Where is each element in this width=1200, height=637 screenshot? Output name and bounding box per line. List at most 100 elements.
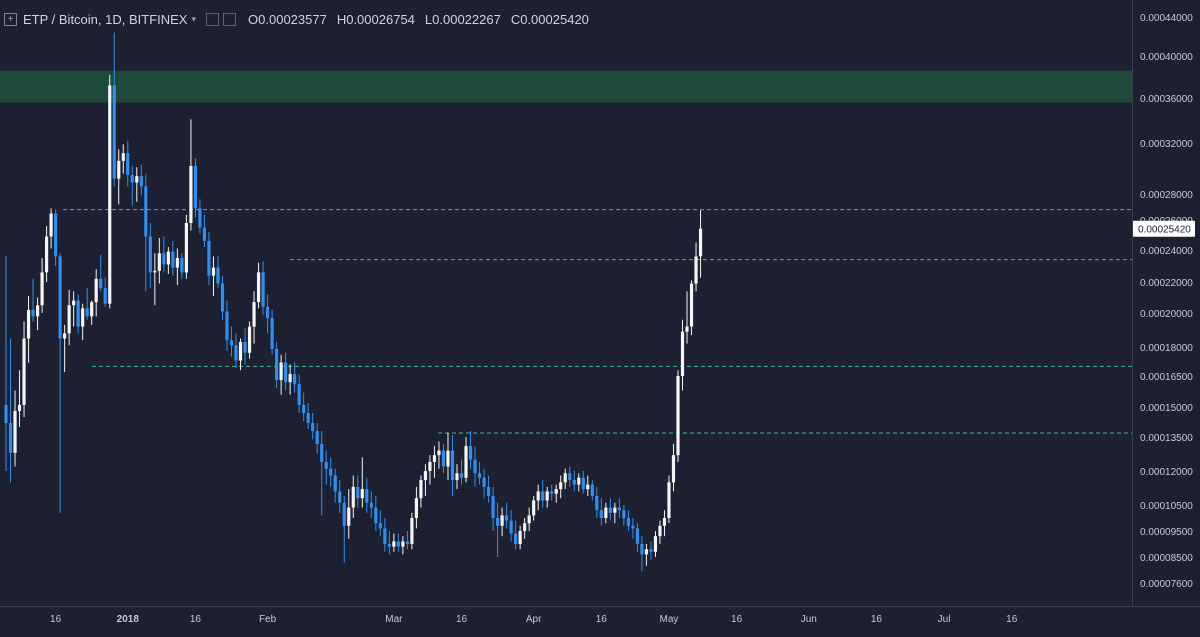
time-tick-label: 16 bbox=[50, 614, 62, 625]
close-value: 0.00025420 bbox=[520, 11, 589, 27]
time-tick-label: 16 bbox=[731, 614, 743, 625]
candle-body bbox=[81, 308, 85, 327]
close-label: C bbox=[510, 11, 521, 27]
candle-body bbox=[604, 507, 608, 518]
price-tick-label: 0.00013500 bbox=[1140, 433, 1193, 444]
candle-body bbox=[220, 283, 225, 312]
candle-body bbox=[387, 544, 391, 547]
candle-body bbox=[676, 376, 680, 456]
candle-body bbox=[347, 507, 351, 526]
open-label: O bbox=[248, 11, 259, 27]
candle-body bbox=[293, 374, 297, 385]
candle-body bbox=[265, 306, 270, 319]
price-tick-label: 0.00012000 bbox=[1140, 467, 1193, 478]
candle-body bbox=[225, 311, 229, 341]
candle-body bbox=[63, 333, 67, 339]
candle-body bbox=[477, 473, 482, 478]
price-tick-label: 0.00032000 bbox=[1140, 139, 1193, 150]
candle-body bbox=[311, 423, 315, 431]
candle-body bbox=[17, 404, 22, 411]
open-value: 0.00023577 bbox=[258, 11, 327, 27]
candle-body bbox=[689, 283, 694, 327]
candle-body bbox=[329, 468, 333, 476]
candle-body bbox=[126, 153, 130, 175]
candle-body bbox=[459, 473, 464, 478]
candle-body bbox=[356, 486, 360, 499]
price-tick-label: 0.00020000 bbox=[1140, 309, 1193, 320]
candle-body bbox=[401, 541, 405, 547]
candle-body bbox=[491, 495, 495, 518]
candle-body bbox=[631, 525, 635, 529]
candle-body bbox=[662, 518, 667, 526]
candle-body bbox=[153, 270, 157, 273]
candle-body bbox=[8, 423, 13, 453]
price-tick-label: 0.00008500 bbox=[1140, 553, 1193, 564]
candle-body bbox=[482, 477, 486, 487]
candle-body bbox=[238, 341, 243, 361]
candle-body bbox=[365, 489, 369, 503]
candle-body bbox=[40, 272, 44, 306]
candle-body bbox=[284, 362, 288, 383]
candle-body bbox=[112, 85, 116, 179]
time-tick-label: Mar bbox=[385, 614, 403, 625]
candle-body bbox=[437, 450, 441, 456]
candle-body bbox=[383, 528, 387, 544]
candle-body bbox=[157, 253, 161, 271]
candle-body bbox=[392, 541, 396, 547]
expand-icon[interactable]: + bbox=[4, 12, 17, 26]
candle-body bbox=[640, 544, 644, 555]
candle-body bbox=[180, 258, 184, 273]
candle-body bbox=[572, 480, 576, 485]
candle-body bbox=[514, 533, 518, 544]
candle-body bbox=[103, 288, 107, 304]
candle-body bbox=[473, 459, 477, 474]
resistance-zone bbox=[0, 70, 1132, 103]
candle-body bbox=[464, 446, 468, 478]
candle-body bbox=[67, 305, 71, 334]
candle-body bbox=[595, 495, 599, 511]
ohlc-high: H0.00026754 bbox=[337, 12, 415, 27]
time-tick-label: Jul bbox=[938, 614, 951, 625]
candle-body bbox=[617, 507, 621, 511]
time-tick-label: 16 bbox=[596, 614, 608, 625]
candle-body bbox=[342, 502, 346, 526]
candle-body bbox=[31, 309, 35, 317]
candle-body bbox=[247, 326, 252, 353]
candle-body bbox=[405, 541, 409, 544]
candle-body bbox=[414, 498, 419, 518]
candle-body bbox=[432, 455, 437, 462]
candle-body bbox=[261, 272, 265, 307]
candle-body bbox=[135, 176, 139, 183]
price-tick-label: 0.00016500 bbox=[1140, 372, 1193, 383]
price-tick-label: 0.00024000 bbox=[1140, 246, 1193, 257]
candle-body bbox=[234, 345, 238, 361]
candle-body bbox=[505, 515, 509, 521]
candle-body bbox=[378, 523, 382, 529]
candle-body bbox=[315, 431, 319, 444]
candle-body bbox=[550, 491, 554, 494]
candle-body bbox=[541, 491, 545, 501]
candle-body bbox=[671, 455, 676, 483]
candle-body bbox=[175, 258, 179, 268]
candle-body bbox=[649, 549, 653, 552]
candle-body bbox=[279, 362, 283, 381]
symbol-label[interactable]: ETP / Bitcoin, 1D, BITFINEX bbox=[23, 11, 188, 27]
candle-body bbox=[49, 213, 53, 237]
candle-body bbox=[22, 338, 26, 405]
candle-body bbox=[13, 411, 17, 453]
time-tick-label: 16 bbox=[456, 614, 468, 625]
candle-body bbox=[252, 302, 256, 327]
last-price-marker bbox=[1133, 220, 1195, 237]
candle-body bbox=[590, 484, 594, 496]
candle-body bbox=[486, 486, 491, 496]
price-tick-label: 0.00015000 bbox=[1140, 403, 1193, 414]
low-label: L bbox=[424, 11, 433, 27]
settings-icon[interactable] bbox=[223, 12, 237, 26]
candle-body bbox=[360, 489, 364, 499]
chevron-down-icon[interactable]: ▾ bbox=[191, 13, 197, 24]
time-tick-label: 16 bbox=[871, 614, 883, 625]
hide-icon[interactable] bbox=[206, 12, 220, 26]
candle-body bbox=[455, 473, 459, 481]
candle-body bbox=[202, 227, 207, 241]
